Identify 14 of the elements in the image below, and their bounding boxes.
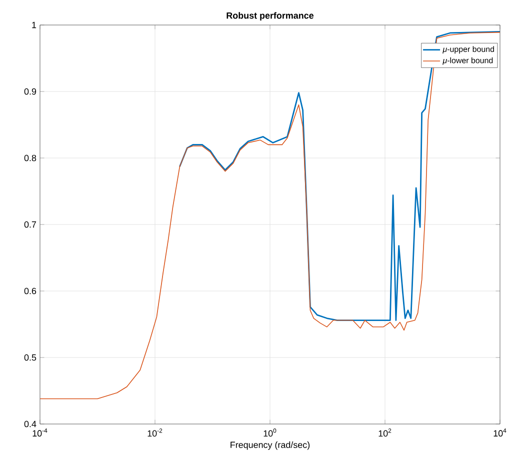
x-tick-label: 10$^{-4}$ xyxy=(32,428,48,437)
x-tick-label: 10$^{2}$ xyxy=(378,428,392,437)
y-tick-label: 0.8 xyxy=(24,154,36,162)
x-tick-label: 10$^{-2}$ xyxy=(148,428,162,437)
y-tick-label: 1 xyxy=(32,22,36,28)
y-tick-label: 0.9 xyxy=(24,88,36,95)
x-axis-title: Frequency (rad/sec) xyxy=(230,441,310,450)
x-tick-label: 10$^{0}$ xyxy=(264,428,276,437)
y-tick-label: 0.4 xyxy=(24,420,36,428)
y-tick-label: 0.5 xyxy=(24,354,36,361)
y-tick-label: 0.6 xyxy=(24,288,36,294)
chart-title: Robust performance xyxy=(226,12,314,20)
y-tick-label: 0.7 xyxy=(24,221,36,228)
x-tick-label: 10$^{4}$ xyxy=(494,428,506,437)
